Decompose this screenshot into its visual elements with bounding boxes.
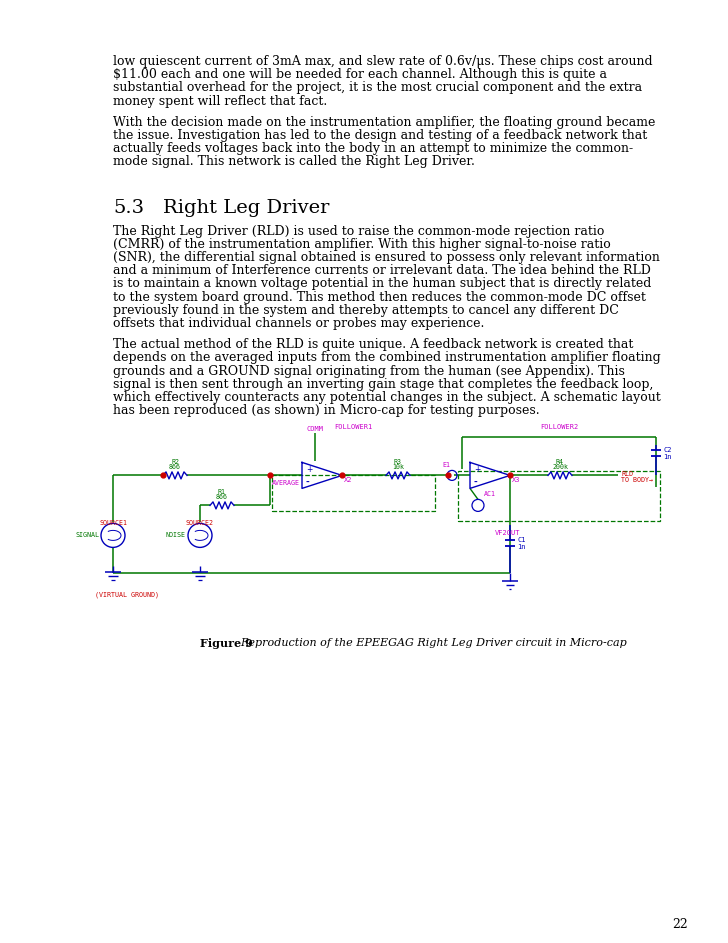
Text: X3: X3 [512, 477, 521, 484]
Bar [458, 472, 660, 521]
Text: 866: 866 [216, 494, 228, 501]
Text: C2: C2 [663, 447, 671, 454]
Text: FOLLOWER2: FOLLOWER2 [540, 424, 578, 430]
Text: money spent will reflect that fact.: money spent will reflect that fact. [113, 94, 328, 108]
Text: SOURCE1: SOURCE1 [99, 521, 127, 526]
Text: 200k: 200k [552, 464, 568, 471]
Text: Right Leg Driver: Right Leg Driver [163, 199, 329, 217]
Text: grounds and a GROUND signal originating from the human (see Appendix). This: grounds and a GROUND signal originating … [113, 365, 625, 377]
Text: is to maintain a known voltage potential in the human subject that is directly r: is to maintain a known voltage potential… [113, 277, 652, 290]
Text: previously found in the system and thereby attempts to cancel any different DC: previously found in the system and there… [113, 304, 619, 317]
Text: 1n: 1n [517, 544, 526, 551]
Text: R4: R4 [556, 459, 564, 466]
Text: VF2OUT: VF2OUT [495, 530, 521, 537]
Text: R1: R1 [218, 489, 226, 495]
Text: offsets that individual channels or probes may experience.: offsets that individual channels or prob… [113, 317, 484, 330]
Text: (SNR), the differential signal obtained is ensured to possess only relevant info: (SNR), the differential signal obtained … [113, 251, 660, 264]
Text: +: + [474, 465, 480, 474]
Text: COMM: COMM [306, 426, 323, 433]
Text: mode signal. This network is called the Right Leg Driver.: mode signal. This network is called the … [113, 156, 475, 169]
Text: FOLLOWER1: FOLLOWER1 [334, 424, 373, 430]
Text: NOISE: NOISE [166, 533, 186, 538]
Text: -: - [474, 478, 478, 487]
Text: actually feeds voltages back into the body in an attempt to minimize the common-: actually feeds voltages back into the bo… [113, 142, 633, 156]
Text: AVERAGE: AVERAGE [272, 480, 300, 487]
Text: (VIRTUAL GROUND): (VIRTUAL GROUND) [95, 591, 159, 598]
Text: -: - [306, 478, 309, 487]
Text: and a minimum of Interference currents or irrelevant data. The idea behind the R: and a minimum of Interference currents o… [113, 264, 651, 277]
Text: low quiescent current of 3mA max, and slew rate of 0.6v/μs. These chips cost aro: low quiescent current of 3mA max, and sl… [113, 55, 652, 68]
Text: $11.00 each and one will be needed for each channel. Although this is quite a: $11.00 each and one will be needed for e… [113, 68, 607, 81]
Text: 1n: 1n [663, 455, 671, 460]
Bar [272, 475, 435, 511]
Text: X2: X2 [344, 477, 352, 484]
Text: SOURCE2: SOURCE2 [186, 521, 214, 526]
Text: has been reproduced (as shown) in Micro-cap for testing purposes.: has been reproduced (as shown) in Micro-… [113, 405, 539, 417]
Text: 866: 866 [169, 464, 181, 471]
Text: to the system board ground. This method then reduces the common-mode DC offset: to the system board ground. This method … [113, 290, 646, 304]
Text: signal is then sent through an inverting gain stage that completes the feedback : signal is then sent through an inverting… [113, 378, 653, 390]
Text: R3: R3 [394, 459, 402, 466]
Text: RLD: RLD [621, 472, 633, 477]
Text: AC1: AC1 [484, 491, 496, 497]
Text: R2: R2 [171, 459, 179, 466]
Text: The actual method of the RLD is quite unique. A feedback network is created that: The actual method of the RLD is quite un… [113, 339, 633, 351]
Text: TO BODY→: TO BODY→ [621, 477, 653, 484]
Text: With the decision made on the instrumentation amplifier, the floating ground bec: With the decision made on the instrument… [113, 116, 655, 129]
Text: SIGNAL: SIGNAL [75, 533, 99, 538]
Text: depends on the averaged inputs from the combined instrumentation amplifier float: depends on the averaged inputs from the … [113, 352, 661, 364]
Text: +: + [306, 465, 312, 474]
Text: the issue. Investigation has led to the design and testing of a feedback network: the issue. Investigation has led to the … [113, 129, 647, 142]
Text: (CMRR) of the instrumentation amplifier. With this higher signal-to-noise ratio: (CMRR) of the instrumentation amplifier.… [113, 238, 611, 251]
Text: which effectively counteracts any potential changes in the subject. A schematic : which effectively counteracts any potent… [113, 391, 661, 404]
Text: substantial overhead for the project, it is the most crucial component and the e: substantial overhead for the project, it… [113, 81, 642, 94]
Text: C1: C1 [517, 538, 526, 543]
Text: Reproduction of the EPEEGAG Right Leg Driver circuit in Micro-cap: Reproduction of the EPEEGAG Right Leg Dr… [240, 638, 627, 649]
Text: Figure 9: Figure 9 [200, 638, 257, 650]
Text: 10k: 10k [392, 464, 404, 471]
Text: 22: 22 [672, 918, 688, 931]
Text: E1: E1 [442, 462, 450, 469]
Text: 5.3: 5.3 [113, 199, 144, 217]
Text: The Right Leg Driver (RLD) is used to raise the common-mode rejection ratio: The Right Leg Driver (RLD) is used to ra… [113, 224, 604, 238]
